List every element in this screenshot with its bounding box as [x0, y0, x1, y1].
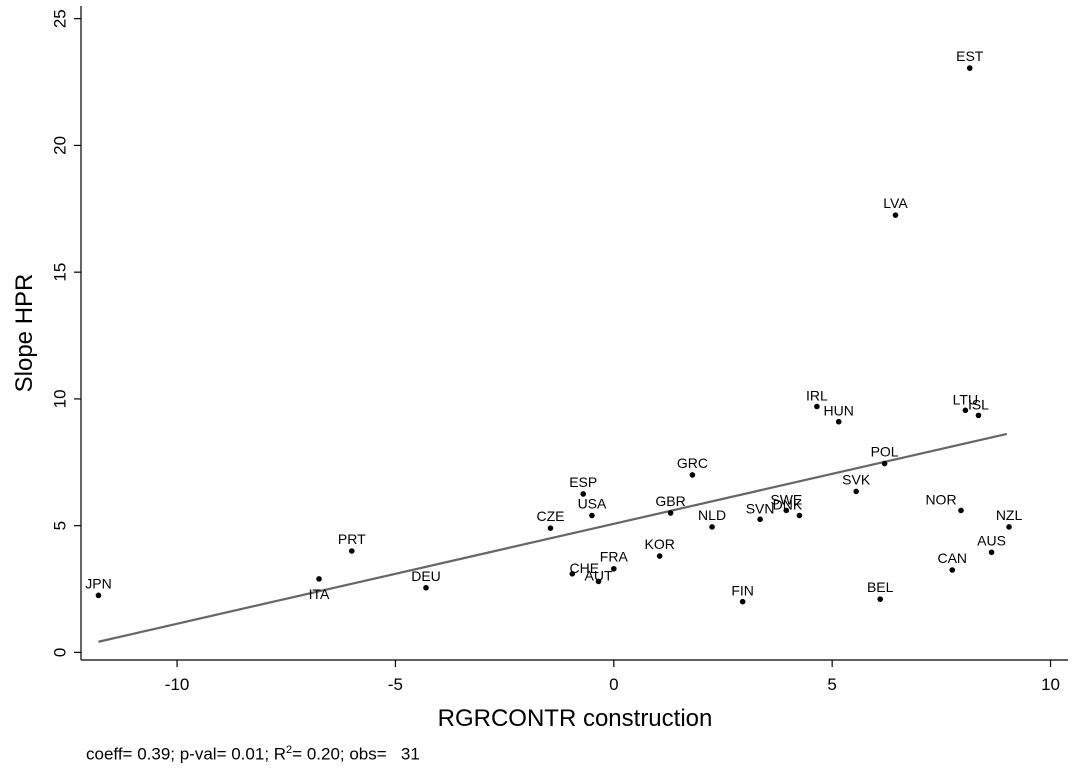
y-tick-label: 15	[50, 263, 69, 282]
label-svn: SVN	[746, 500, 775, 516]
point-nld	[709, 524, 715, 530]
point-fra	[611, 565, 617, 572]
y-tick-label: 0	[50, 648, 69, 657]
point-usa	[589, 512, 595, 519]
point-nor	[958, 507, 964, 514]
point-prt	[348, 548, 355, 554]
label-lva: LVA	[883, 195, 908, 211]
y-tick-label: 10	[50, 389, 69, 408]
label-bel: BEL	[867, 579, 894, 595]
point-che	[569, 571, 576, 577]
point-deu	[423, 584, 429, 591]
scatter-chart: -10 -5 0 5 10 0 5 10 15 20 25 JPN ITA PRT DEU CZE ESP U…	[11, 6, 1068, 732]
label-pol: POL	[871, 444, 899, 460]
x-axis-title: RGRCONTR construction	[438, 705, 713, 732]
point-aus	[988, 549, 995, 556]
label-usa: USA	[578, 496, 607, 512]
label-ita: ITA	[309, 586, 330, 602]
label-isl: ISL	[968, 396, 989, 412]
stats-superscript: 2	[286, 744, 293, 756]
y-tick-label: 25	[50, 9, 69, 28]
point-fin	[739, 598, 746, 605]
point-swe	[783, 507, 790, 514]
point-bel	[877, 596, 884, 602]
label-prt: PRT	[338, 531, 366, 547]
stats-prefix: coeff= 0.39; p-val= 0.01; R	[86, 744, 287, 764]
label-nld: NLD	[698, 507, 726, 523]
x-tick-label: 10	[1041, 675, 1060, 694]
label-fin: FIN	[731, 583, 754, 599]
regression-stats: coeff= 0.39; p-val= 0.01; R2= 0.20; obs=…	[86, 744, 420, 765]
point-pol	[881, 460, 888, 467]
point-can	[949, 567, 956, 573]
point-svk	[853, 488, 859, 495]
x-axis-ticks: -10 -5 0 5 10	[165, 660, 1060, 694]
label-nzl: NZL	[996, 507, 1023, 523]
point-ita	[316, 576, 322, 582]
label-deu: DEU	[411, 568, 441, 584]
point-ltu	[962, 407, 969, 414]
point-esp	[580, 491, 587, 497]
point-kor	[656, 553, 663, 559]
label-che: CHE	[570, 560, 600, 576]
label-est: EST	[956, 48, 984, 64]
y-tick-label: 20	[50, 136, 69, 155]
point-hun	[835, 418, 842, 425]
label-dnk: DNK	[773, 497, 803, 513]
label-ltu: LTU	[953, 391, 978, 407]
y-axis-title: Slope HPR	[11, 274, 38, 393]
point-dnk	[796, 512, 803, 519]
x-tick-label: 5	[827, 675, 836, 694]
plot-area: -10 -5 0 5 10 0 5 10 15 20 25 JPN ITA PRT DEU CZE ESP U…	[50, 6, 1068, 694]
point-nzl	[1006, 524, 1012, 530]
label-fra: FRA	[600, 549, 629, 565]
fit-line	[98, 432, 1008, 643]
y-axis-ticks: 0 5 10 15 20 25	[50, 9, 81, 657]
stats-suffix: = 0.20; obs= 31	[292, 744, 420, 764]
label-jpn: JPN	[85, 575, 111, 591]
label-grc: GRC	[677, 455, 708, 471]
label-kor: KOR	[644, 536, 674, 552]
label-can: CAN	[937, 550, 967, 566]
point-svn	[757, 516, 763, 523]
label-cze: CZE	[536, 508, 564, 524]
x-tick-label: -5	[388, 675, 403, 694]
point-jpn	[95, 592, 102, 599]
label-irl: IRL	[806, 388, 828, 404]
x-tick-label: 0	[609, 675, 618, 694]
y-tick-label: 5	[50, 521, 69, 530]
label-esp: ESP	[569, 474, 597, 490]
point-cze	[547, 525, 554, 531]
point-irl	[814, 403, 820, 410]
label-swe: SWE	[770, 491, 802, 507]
label-nor: NOR	[925, 491, 956, 507]
point-gbr	[667, 510, 674, 516]
point-isl	[975, 412, 982, 419]
label-aut: AUT	[585, 567, 613, 583]
label-svk: SVK	[842, 471, 871, 487]
label-aus: AUS	[977, 532, 1006, 548]
point-aut	[595, 578, 602, 585]
point-grc	[689, 472, 696, 478]
point-lva	[892, 212, 899, 218]
data-points	[95, 65, 1012, 605]
label-gbr: GBR	[655, 493, 685, 509]
point-est	[966, 65, 973, 71]
x-tick-label: -10	[165, 675, 190, 694]
label-hun: HUN	[824, 403, 854, 419]
